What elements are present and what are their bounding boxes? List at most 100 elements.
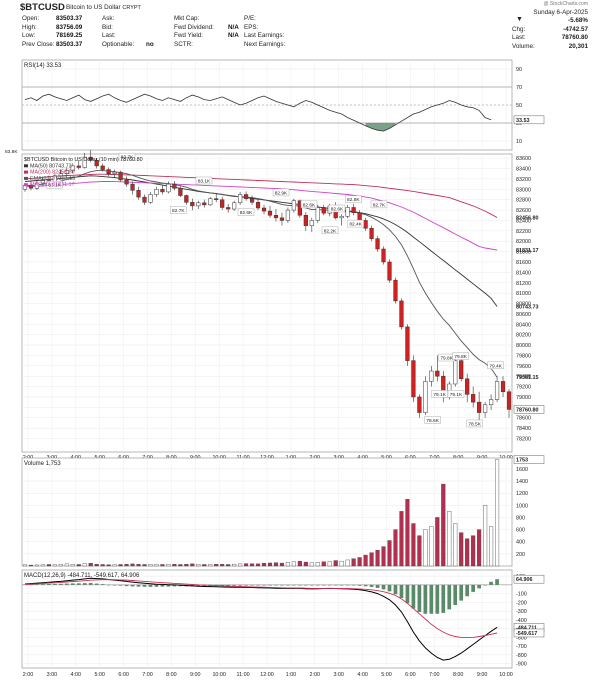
quote-label: P/E:	[244, 15, 256, 22]
volume-bar	[184, 563, 189, 567]
price-annotation-box	[300, 200, 318, 209]
price-tick-label: 80200	[516, 333, 531, 339]
volume-bar	[291, 561, 296, 567]
macd-hist-bar	[53, 583, 57, 585]
candle-body	[500, 381, 506, 393]
quote-value: 83503.37	[56, 15, 83, 22]
candle-body	[309, 220, 314, 226]
price-annotation: 79.8K	[454, 354, 467, 360]
candle-body	[196, 202, 201, 207]
quote-label: High:	[22, 23, 37, 31]
macd-hist-bar	[495, 579, 499, 585]
candle-body	[357, 212, 362, 221]
price-annotation: 79.1K	[433, 392, 446, 398]
macd-hist-bar	[202, 584, 207, 587]
rsi-last-value-box	[513, 115, 545, 125]
macd-hist-bar	[483, 584, 487, 586]
price-annotation-box	[487, 361, 504, 370]
macd-hist-bar	[441, 584, 446, 613]
price-last-value-box	[513, 405, 545, 414]
candle-body	[76, 165, 81, 168]
candle-body	[465, 378, 470, 395]
volume-bar	[333, 560, 338, 567]
volume-bar	[339, 560, 344, 567]
macd-x-tick: 3:00	[333, 672, 344, 678]
macd-tick-label: -700	[516, 644, 527, 650]
macd-hist-bar	[345, 584, 350, 586]
quote-value: N/A	[228, 23, 239, 31]
candle-body	[417, 396, 422, 413]
volume-bar	[166, 563, 171, 567]
macd-hist-bar	[309, 584, 314, 586]
volume-bar	[477, 529, 482, 567]
macd-hist-bar	[172, 584, 177, 587]
macd-hist-bar	[118, 584, 123, 586]
macd-hist-bar	[124, 584, 129, 587]
price-tick-label: 78400	[516, 426, 531, 432]
macd-hist-bar	[423, 584, 428, 614]
candle-body	[232, 202, 237, 210]
price-tick-label: 82800	[516, 198, 531, 204]
macd-x-tick: 4:00	[71, 672, 82, 678]
volume-tick-label: 600	[516, 528, 525, 534]
price-annotation: 82.2K	[324, 228, 337, 234]
candle-body	[220, 199, 225, 208]
candle-body	[506, 391, 512, 410]
volume-bar	[220, 564, 225, 567]
macd-hist-bar	[489, 581, 493, 585]
volume-bar	[429, 526, 434, 567]
macd-x-tick: 7:00	[429, 672, 440, 678]
quote-label: EPS:	[244, 23, 259, 31]
volume-bar	[273, 562, 279, 567]
macd-hist-bar	[453, 584, 458, 605]
price-annotation-box	[424, 416, 441, 424]
volume-bar	[202, 564, 207, 567]
volume-tick-label: 1200	[516, 491, 528, 497]
symbol[interactable]: $BTCUSD	[20, 2, 65, 13]
candle-body	[154, 189, 159, 195]
volume-bar	[363, 554, 368, 567]
volume-bar	[28, 564, 34, 567]
volume-bar	[357, 557, 362, 567]
quote-label: Low:	[22, 32, 36, 39]
macd-x-tick: 5:00	[94, 672, 105, 678]
quote-label: Last:	[102, 32, 116, 39]
price-last-value: 78760.80	[516, 407, 538, 413]
macd-x-tick: 11:00	[237, 672, 250, 678]
macd-hist-bar	[303, 584, 308, 586]
volume-bar	[232, 563, 237, 567]
macd-hist-bar	[238, 584, 242, 586]
macd-hist-bar	[315, 584, 320, 586]
price-annotation-box	[272, 188, 290, 197]
quote-label: Bid:	[102, 23, 113, 31]
volume-bar	[375, 550, 380, 567]
volume-bar	[255, 563, 261, 567]
volume-bar	[70, 564, 75, 567]
macd-signal-value: -549.617	[516, 631, 537, 637]
price-legend-item: MA(100) 81831.17	[30, 182, 75, 188]
rsi-tick-label: 10	[516, 139, 522, 145]
candle-body	[202, 202, 207, 206]
volume-bar	[196, 563, 201, 567]
down-arrow-icon: ▼	[516, 16, 523, 23]
candle-body	[142, 196, 147, 203]
volume-bar	[40, 564, 45, 567]
macd-hist-bar	[226, 584, 231, 586]
candle-body	[477, 401, 482, 413]
macd-x-tick: 7:00	[142, 672, 153, 678]
price-annotation-box	[447, 390, 465, 398]
quote-value: -4742.57	[563, 25, 588, 33]
candle-body	[393, 279, 398, 302]
price-annotation: 78.5K	[468, 421, 481, 427]
price-ma-line	[24, 170, 498, 378]
rsi-side-label: 83.8K	[5, 149, 18, 155]
volume-bar	[136, 563, 141, 567]
candle-body	[40, 180, 46, 184]
volume-tick-label: 1400	[516, 479, 528, 485]
rsi-last-value: 33.53	[516, 118, 530, 124]
candle-body	[136, 190, 141, 198]
macd-hist-bar	[327, 584, 332, 586]
volume-bar	[483, 505, 488, 567]
price-annotation: 82.4K	[349, 222, 362, 228]
macd-hist-bar	[100, 584, 105, 585]
